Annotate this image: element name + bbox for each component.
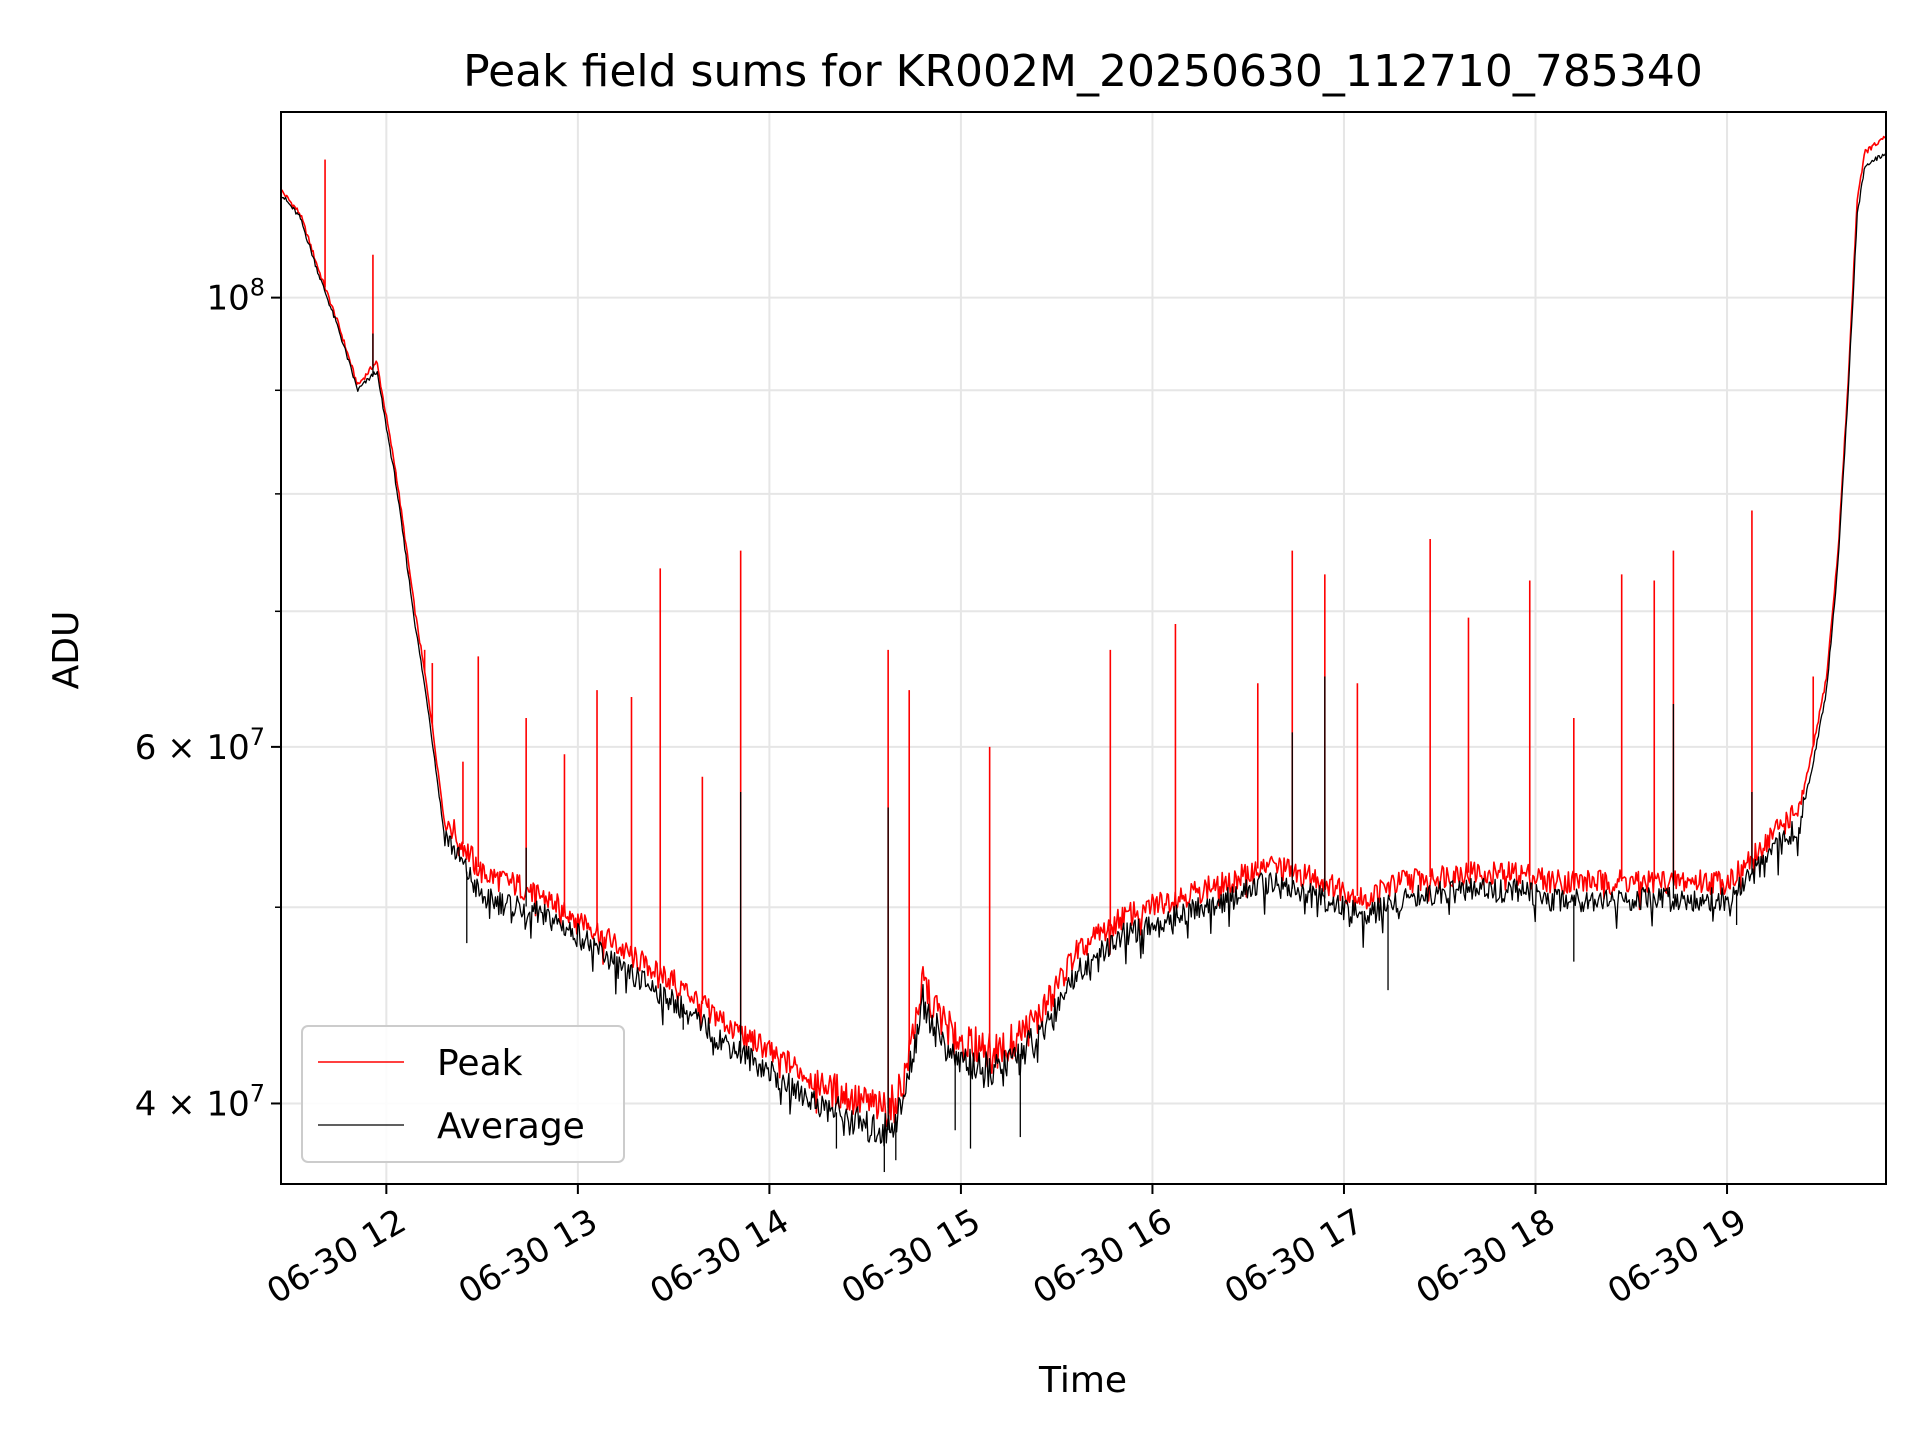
series-line-average bbox=[281, 152, 1886, 1147]
chart-title: Peak field sums for KR002M_20250630_1127… bbox=[463, 46, 1703, 97]
legend: Peak Average bbox=[301, 1025, 625, 1163]
y-tick-label: 108 bbox=[206, 274, 265, 319]
y-tick-label: 6 × 107 bbox=[135, 723, 265, 768]
plot-frame bbox=[280, 111, 1887, 1185]
y-axis: 4 × 107 6 × 107 108 bbox=[135, 274, 281, 1124]
y-tick-label: 4 × 107 bbox=[135, 1079, 265, 1124]
series-line-peak bbox=[281, 135, 1886, 1128]
legend-label-average: Average bbox=[437, 1106, 585, 1147]
series-average bbox=[281, 152, 1886, 1173]
x-axis-label: Time bbox=[1038, 1360, 1127, 1401]
y-axis-label: ADU bbox=[46, 611, 87, 690]
legend-box bbox=[301, 1025, 625, 1163]
series-peak bbox=[281, 135, 1886, 1128]
series-layer bbox=[281, 135, 1886, 1173]
plot-area bbox=[281, 112, 1886, 1184]
legend-label-peak: Peak bbox=[437, 1043, 523, 1084]
